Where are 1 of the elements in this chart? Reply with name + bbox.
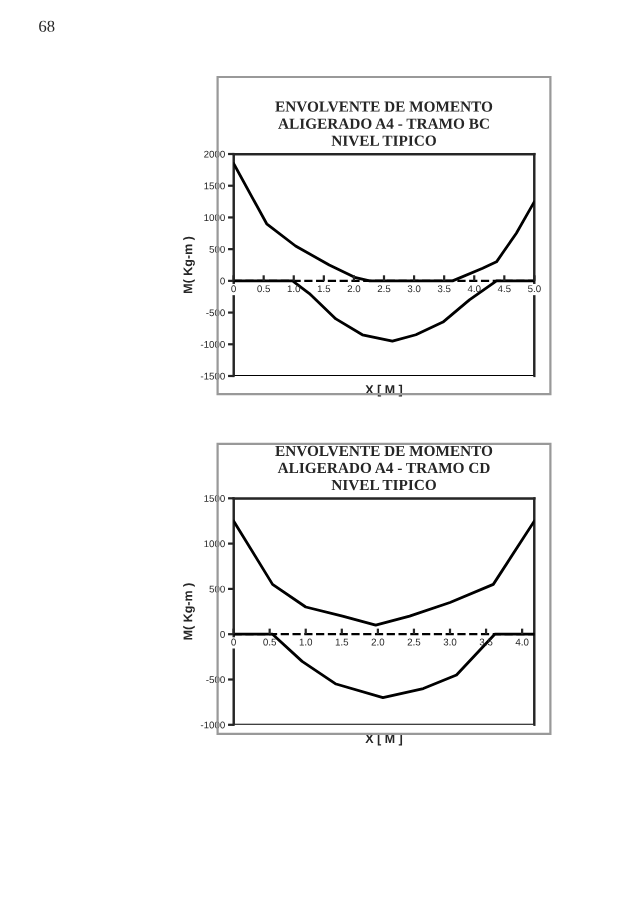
- text: 68: [39, 20, 55, 32]
